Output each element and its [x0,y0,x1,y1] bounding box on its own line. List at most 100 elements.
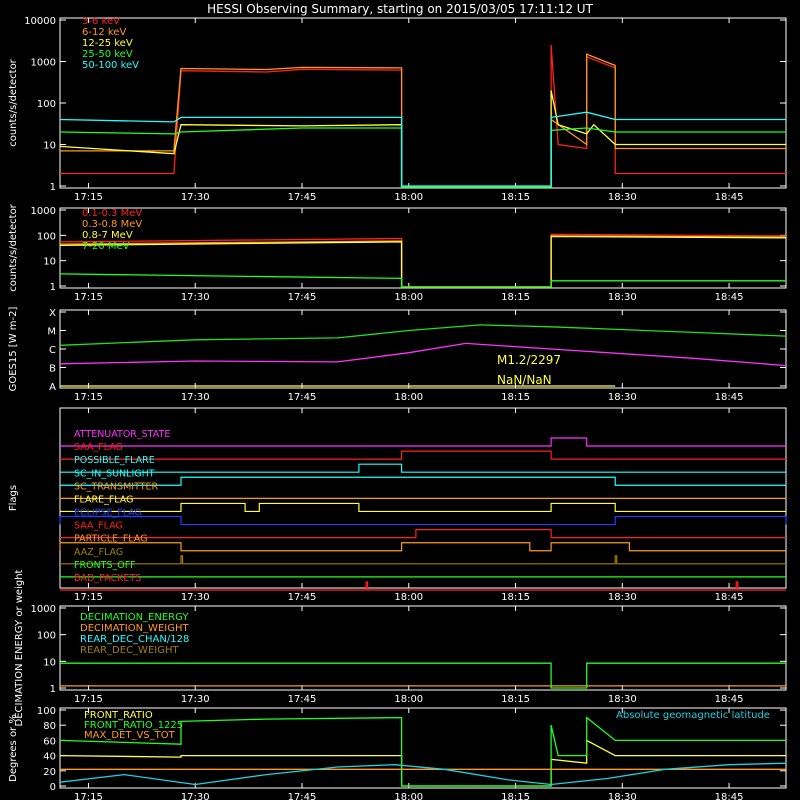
panel1-series-line [59,127,786,188]
panel2-xtick-label: 17:45 [288,292,317,303]
panel1-panel: 17:15 17:30 17:45 18:00 18:15 18:30 18:45 1 10 10… [8,16,787,203]
panel5-legend-entry: DECIMATION_ENERGY [80,612,189,623]
panel4-flag-label: PARTICLE_FLAG [74,534,147,545]
panel4-flag-line [60,463,786,473]
panel6-ytick-label: 20 [43,767,56,778]
panel1-xtick-label: 17:30 [181,192,210,203]
panel3-xtick-label: 17:15 [74,392,103,403]
panel4-flag-line [59,515,787,526]
panel1-xtick-label: 18:30 [608,192,637,203]
panel1-ytick-label: 10000 [24,16,56,27]
panel2-xtick-label: 18:30 [608,292,637,303]
panel3-xtick-label: 17:30 [181,392,210,403]
panel3-ytick-label: A [49,382,56,393]
panel4-flag-label: BAD_PACKETS [74,573,141,584]
panel2-xtick-label: 17:30 [181,292,210,303]
panel5-xtick-label: 18:45 [715,694,744,705]
panel1-legend-entry: 12-25 keV [82,38,133,49]
panel2-ytick-label: 1000 [31,206,56,217]
panel2-legend-entry: 7-20 MeV [82,241,130,252]
panel5-frame [59,605,787,691]
panel6-xtick-label: 18:45 [715,792,744,800]
panel4-xtick-label: 17:45 [288,592,317,603]
panel6-xtick-label: 18:15 [501,792,530,800]
panel6-xtick-label: 17:45 [288,792,317,800]
panel6-xtick-label: 18:30 [608,792,637,800]
panel4-flag-label: SAA_FLAG [74,521,123,532]
panel1-series-line [59,111,786,187]
panel1-legend-entry: 3-6 keV [82,16,120,27]
panel1-xtick-label: 17:15 [74,192,103,203]
panel6-legend-entry: FRONT_RATIO_1225 [84,720,183,731]
panel5-xtick-label: 18:30 [608,694,637,705]
panel4-flag-line [59,542,786,552]
panel4-flag-label: POSSIBLE_FLARE [74,455,155,466]
panel3-ytick-label: X [49,308,56,319]
panel5-ytick-label: 1000 [31,604,56,615]
panel4-flag-label: AAZ_FLAG [74,547,123,558]
panel2-xtick-label: 18:00 [394,292,423,303]
panel1-legend-entry: 50-100 keV [82,60,139,71]
panel3-series-line [59,324,787,346]
panel6-ytick-label: 60 [43,736,56,747]
panel5-ylabel: DECIMATION ENERGY or weight [14,569,25,726]
panel4-flag-line [60,437,786,447]
panel4-flag-label: ATTENUATOR_STATE [74,429,170,440]
panel4-panel: 17:15 17:30 17:45 18:00 18:15 18:30 18:45 Flags… [8,407,787,603]
panel4-flag-label: SC_TRANSMITTER [74,481,159,492]
panel1-xtick-label: 18:45 [715,192,744,203]
panel5-xtick-label: 17:30 [181,694,210,705]
panel6-ytick-label: 80 [43,721,56,732]
panel6-panel: 17:15 17:30 17:45 18:00 18:15 18:30 18:45 0 20 40… [8,706,787,800]
panel5-xtick-label: 18:15 [501,694,530,705]
panel1-ytick-label: 1 [50,182,56,193]
panel2-xtick-label: 18:15 [501,292,530,303]
panel2-frame [59,207,787,289]
panel6-legend-entry: Absolute geomagnetic latitude [616,710,770,721]
panel1-xtick-label: 18:15 [501,192,530,203]
panel5-legend-entry: REAR_DEC_WEIGHT [80,645,179,656]
panel2-series-line [59,273,786,288]
panel4-xtick-label: 18:45 [715,592,744,603]
panel5-panel: 17:15 17:30 17:45 18:00 18:15 18:30 18:45 1 10 10… [14,569,787,726]
panel6-legend-entry: FRONT_RATIO [84,710,153,721]
panel4-xtick-label: 17:15 [74,592,103,603]
panel3-annotation: NaN/NaN [497,373,552,387]
panel1-ylabel: counts/s/detector [8,58,19,146]
panel4-flag-label: SAA_FLAG [74,442,123,453]
panel5-ytick-label: 1 [50,684,56,695]
panel1-legend-entry: 25-50 keV [82,49,133,60]
panel5-series-line [60,662,786,689]
panel3-xtick-label: 18:45 [715,392,744,403]
panel5-xtick-label: 17:45 [288,694,317,705]
panel1-ytick-label: 100 [37,99,56,110]
panel3-ytick-label: M [47,327,56,338]
panel3-panel: 17:15 17:30 17:45 18:00 18:15 18:30 18:45 ABCMX… [8,307,787,403]
panel2-legend-entry: 0.3-0.8 MeV [82,219,142,230]
panel3-ytick-label: B [49,364,56,375]
panel2-ytick-label: 100 [37,231,56,242]
panel4-flag-line [60,529,786,539]
panel2-ytick-label: 10 [43,257,56,268]
panel6-ytick-label: 100 [37,706,56,717]
panel5-xtick-label: 18:00 [394,694,423,705]
panel3-ytick-label: C [49,345,56,356]
panel6-ytick-label: 0 [50,782,56,793]
panel6-frame [59,707,787,789]
plot-panels: 17:15 17:30 17:45 18:00 18:15 18:30 18:4511010… [8,16,787,800]
panel2-legend-entry: 0.8-7 MeV [82,230,133,241]
panel4-flag-line [60,581,786,591]
panel1-ytick-label: 1000 [31,58,56,69]
panel5-legend-entry: REAR_DEC_CHAN/128 [80,634,189,645]
panel6-ylabel: Degrees or % [8,714,19,782]
figure-title: HESSI Observing Summary, starting on 201… [207,2,593,16]
panel1-legend-entry: 6-12 keV [82,27,126,38]
panel4-flag-line [60,450,786,460]
panel6-xtick-label: 17:15 [74,792,103,800]
panel6-ytick-label: 40 [43,752,56,763]
panel1-xtick-label: 17:45 [288,192,317,203]
panel2-panel: 17:15 17:30 17:45 18:00 18:15 18:30 18:45 1 10 10… [8,203,787,303]
panel5-ytick-label: 10 [43,657,56,668]
panel4-flag-line [60,555,786,565]
panel1-xtick-label: 18:00 [394,192,423,203]
